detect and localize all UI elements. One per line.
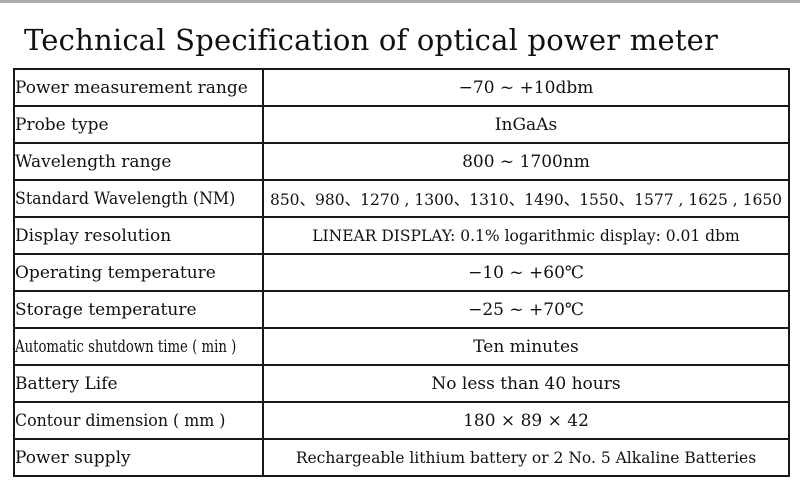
- table-row: Standard Wavelength (NM) 850、980、1270 , …: [13, 179, 790, 218]
- spec-label: Probe type: [13, 105, 264, 144]
- table-row: Power supply Rechargeable lithium batter…: [13, 438, 790, 477]
- table-row: Power measurement range −70 ~ +10dbm: [13, 68, 790, 107]
- spec-value: InGaAs: [262, 105, 790, 144]
- specification-table: Power measurement range −70 ~ +10dbm Pro…: [13, 68, 790, 477]
- page-title: Technical Specification of optical power…: [24, 23, 719, 57]
- table-row: Wavelength range 800 ~ 1700nm: [13, 142, 790, 181]
- spec-value: 180 × 89 × 42: [262, 401, 790, 440]
- spec-label: Contour dimension ( mm ): [13, 401, 264, 440]
- table-row: Probe type InGaAs: [13, 105, 790, 144]
- spec-label: Operating temperature: [13, 253, 264, 292]
- spec-value: 850、980、1270 , 1300、1310、1490、1550、1577 …: [262, 179, 790, 218]
- table-row: Operating temperature −10 ~ +60℃: [13, 253, 790, 292]
- table-row: Automatic shutdown time ( min ) Ten minu…: [13, 327, 790, 366]
- spec-label: Battery Life: [13, 364, 264, 403]
- spec-label: Power supply: [13, 438, 264, 477]
- spec-value: LINEAR DISPLAY: 0.1% logarithmic display…: [262, 216, 790, 255]
- table-row: Display resolution LINEAR DISPLAY: 0.1% …: [13, 216, 790, 255]
- spec-value: −70 ~ +10dbm: [262, 68, 790, 107]
- table-row: Storage temperature −25 ~ +70℃: [13, 290, 790, 329]
- spec-value: No less than 40 hours: [262, 364, 790, 403]
- spec-value: −10 ~ +60℃: [262, 253, 790, 292]
- table-row: Battery Life No less than 40 hours: [13, 364, 790, 403]
- spec-label: Display resolution: [13, 216, 264, 255]
- spec-label-text: Contour dimension ( mm ): [15, 410, 226, 431]
- spec-value: Ten minutes: [262, 327, 790, 366]
- spec-value: 800 ~ 1700nm: [262, 142, 790, 181]
- spec-label: Power measurement range: [13, 68, 264, 107]
- top-border-strip: [0, 0, 800, 3]
- table-row: Contour dimension ( mm ) 180 × 89 × 42: [13, 401, 790, 440]
- spec-label: Standard Wavelength (NM): [13, 179, 264, 218]
- spec-label-text: Automatic shutdown time ( min ): [15, 336, 237, 357]
- spec-value: Rechargeable lithium battery or 2 No. 5 …: [262, 438, 790, 477]
- spec-label: Wavelength range: [13, 142, 264, 181]
- spec-label-text: Standard Wavelength (NM): [15, 188, 236, 209]
- spec-label: Storage temperature: [13, 290, 264, 329]
- spec-label: Automatic shutdown time ( min ): [13, 327, 264, 366]
- spec-value: −25 ~ +70℃: [262, 290, 790, 329]
